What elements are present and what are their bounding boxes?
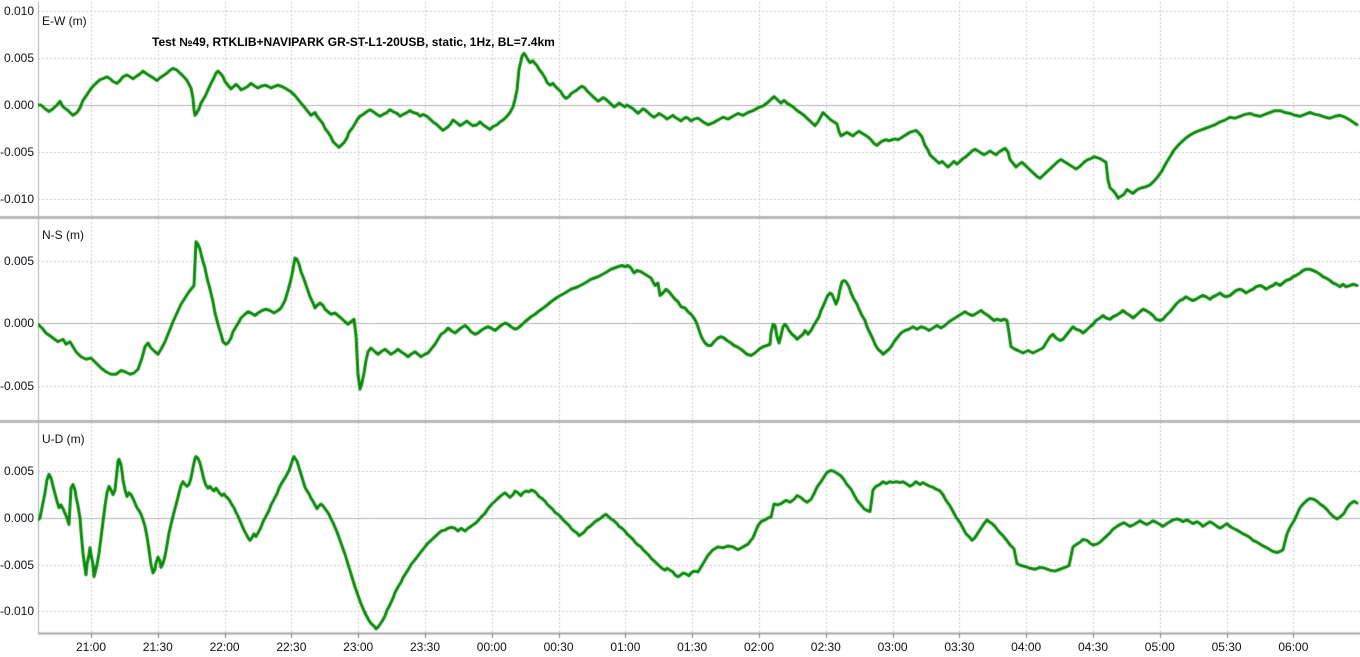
plot-canvas[interactable] [0,0,1360,657]
rtkplot-position-chart: Test №49, RTKLIB+NAVIPARK GR-ST-L1-20USB… [0,0,1360,657]
